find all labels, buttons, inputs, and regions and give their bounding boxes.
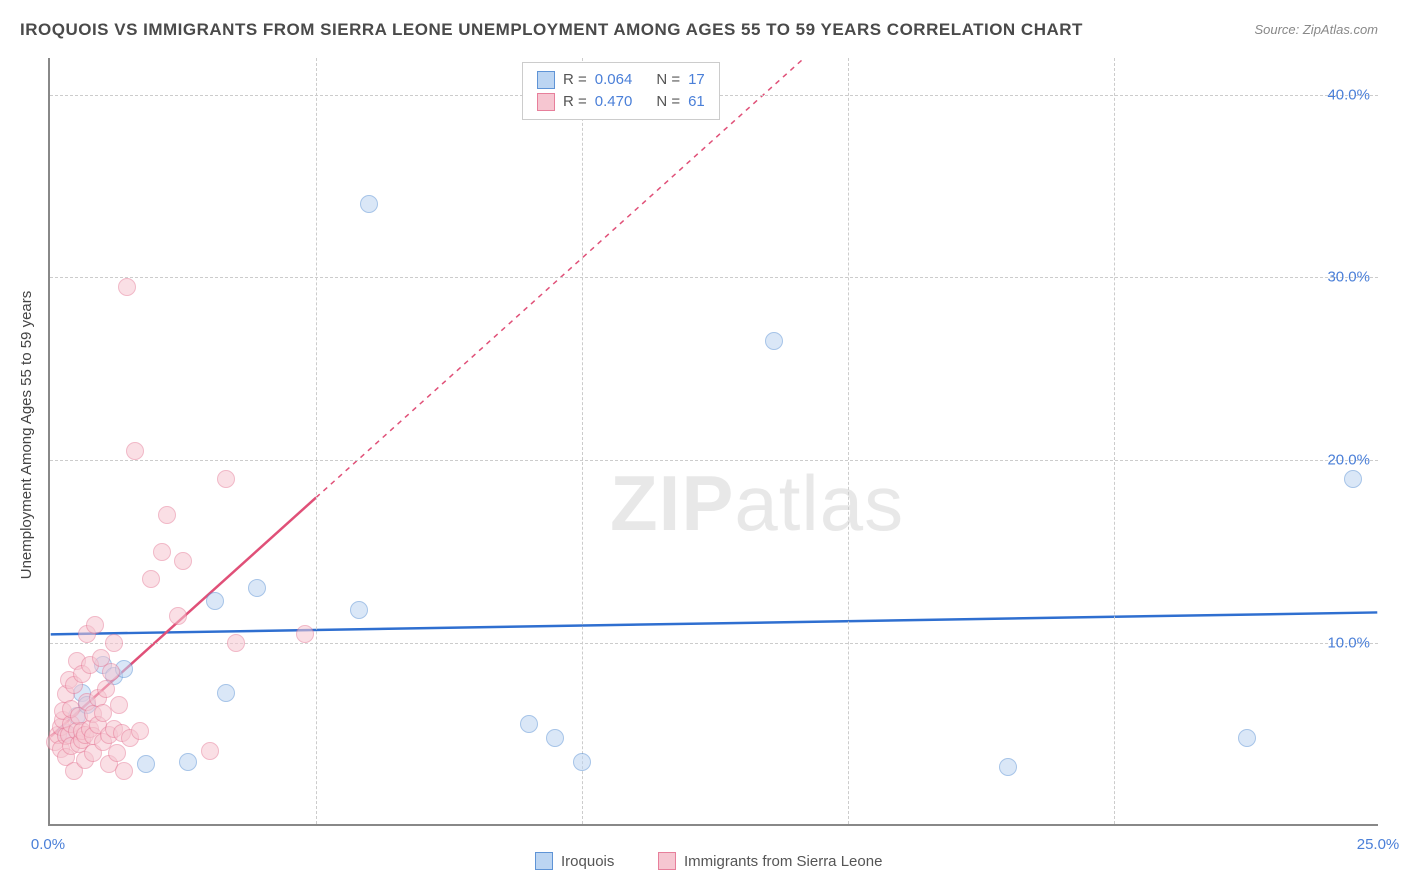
legend-swatch [535, 852, 553, 870]
scatter-point [102, 663, 120, 681]
chart-svg [50, 58, 1378, 824]
gridline-horizontal [50, 643, 1378, 644]
series-name: Iroquois [561, 853, 614, 870]
watermark: ZIPatlas [610, 458, 904, 549]
scatter-point [248, 579, 266, 597]
scatter-point [999, 758, 1017, 776]
scatter-point [217, 684, 235, 702]
gridline-vertical [582, 58, 583, 824]
scatter-point [97, 680, 115, 698]
correlation-legend: R = 0.064 N = 17 R = 0.470 N = 61 [522, 62, 720, 120]
legend-row: R = 0.064 N = 17 [537, 69, 705, 91]
scatter-point [142, 570, 160, 588]
gridline-horizontal [50, 460, 1378, 461]
legend-n-value: 61 [688, 91, 705, 113]
y-tick-label: 30.0% [1327, 269, 1370, 286]
scatter-point [86, 616, 104, 634]
scatter-point [1238, 729, 1256, 747]
scatter-point [573, 753, 591, 771]
series-name: Immigrants from Sierra Leone [684, 853, 882, 870]
y-tick-label: 20.0% [1327, 452, 1370, 469]
scatter-point [520, 715, 538, 733]
scatter-point [118, 278, 136, 296]
scatter-point [108, 744, 126, 762]
scatter-point [1344, 470, 1362, 488]
scatter-point [546, 729, 564, 747]
chart-title: IROQUOIS VS IMMIGRANTS FROM SIERRA LEONE… [20, 20, 1083, 40]
scatter-point [179, 753, 197, 771]
gridline-vertical [848, 58, 849, 824]
legend-r-label: R = [563, 91, 587, 113]
scatter-point [227, 634, 245, 652]
scatter-point [131, 722, 149, 740]
scatter-point [296, 625, 314, 643]
legend-r-value: 0.064 [595, 69, 633, 91]
scatter-point [126, 442, 144, 460]
scatter-point [105, 634, 123, 652]
watermark-thin: atlas [734, 459, 904, 547]
y-axis-label: Unemployment Among Ages 55 to 59 years [18, 291, 35, 580]
y-tick-label: 40.0% [1327, 86, 1370, 103]
scatter-point [115, 762, 133, 780]
series-legend-item: Iroquois [535, 834, 614, 888]
x-tick-label: 25.0% [1357, 836, 1400, 853]
scatter-point [217, 470, 235, 488]
legend-swatch [537, 71, 555, 89]
x-tick-label: 0.0% [31, 836, 65, 853]
legend-r-label: R = [563, 69, 587, 91]
scatter-point [153, 543, 171, 561]
scatter-point [201, 742, 219, 760]
gridline-vertical [316, 58, 317, 824]
scatter-point [360, 195, 378, 213]
gridline-vertical [1114, 58, 1115, 824]
legend-n-label: N = [656, 91, 680, 113]
scatter-point [174, 552, 192, 570]
legend-swatch [537, 93, 555, 111]
series-legend-item: Immigrants from Sierra Leone [658, 834, 882, 888]
legend-n-value: 17 [688, 69, 705, 91]
plot-area: ZIPatlas 10.0% 20.0% 30.0% 40.0% R = 0.064 N =… [48, 58, 1378, 826]
trend-line-solid [51, 612, 1378, 634]
scatter-point [158, 506, 176, 524]
scatter-point [765, 332, 783, 350]
legend-row: R = 0.470 N = 61 [537, 91, 705, 113]
legend-swatch [658, 852, 676, 870]
scatter-point [206, 592, 224, 610]
legend-n-label: N = [656, 69, 680, 91]
y-tick-label: 10.0% [1327, 635, 1370, 652]
scatter-point [169, 607, 187, 625]
legend-r-value: 0.470 [595, 91, 633, 113]
source-attribution: Source: ZipAtlas.com [1254, 22, 1378, 37]
scatter-point [350, 601, 368, 619]
gridline-horizontal [50, 277, 1378, 278]
scatter-point [137, 755, 155, 773]
scatter-point [110, 696, 128, 714]
watermark-bold: ZIP [610, 459, 734, 547]
